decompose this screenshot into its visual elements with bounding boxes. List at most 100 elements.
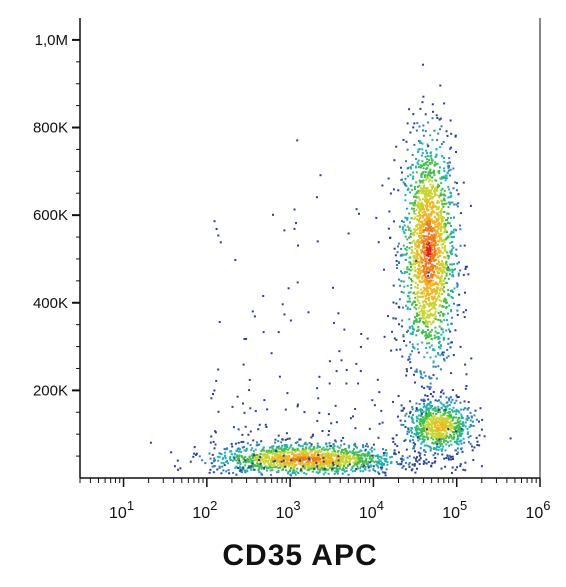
density-point [326, 451, 329, 454]
density-point [448, 454, 451, 457]
density-point [432, 253, 435, 256]
density-point [408, 327, 411, 330]
density-point [348, 463, 351, 466]
density-point [435, 232, 438, 235]
density-point [431, 187, 434, 190]
density-point [360, 460, 363, 463]
density-point [450, 471, 453, 474]
density-point [217, 459, 220, 462]
density-point [451, 245, 454, 248]
density-point [290, 450, 293, 453]
density-point [367, 466, 370, 469]
density-point [438, 236, 441, 239]
density-point [446, 269, 449, 272]
density-point [420, 192, 423, 195]
density-point [250, 449, 253, 452]
density-point [266, 408, 269, 411]
density-point [277, 454, 279, 457]
density-point [398, 225, 401, 228]
density-point [431, 264, 434, 267]
density-point [425, 178, 427, 181]
density-point [419, 107, 422, 110]
density-point [306, 466, 309, 469]
density-point [429, 285, 432, 288]
density-point [410, 284, 413, 286]
density-point [263, 468, 266, 470]
density-point [433, 461, 436, 464]
density-point [412, 274, 415, 277]
density-point [344, 458, 347, 461]
density-point [415, 208, 418, 211]
density-point [364, 448, 367, 451]
density-point [460, 413, 463, 416]
density-point [259, 462, 262, 465]
density-point [322, 468, 324, 471]
density-point [395, 145, 398, 148]
density-point [418, 148, 421, 150]
density-point [256, 460, 259, 463]
density-point [449, 168, 452, 171]
density-point [265, 426, 268, 428]
density-point [406, 122, 409, 125]
density-point [421, 211, 424, 214]
density-point [275, 448, 278, 451]
density-point [235, 465, 238, 468]
density-point [433, 274, 436, 277]
density-point [418, 207, 421, 210]
density-point [430, 308, 433, 311]
density-point [427, 336, 430, 339]
density-point [426, 158, 429, 161]
density-point [277, 463, 280, 466]
density-point [384, 474, 387, 477]
density-point [272, 457, 275, 460]
density-point [420, 237, 423, 239]
density-point [418, 463, 421, 466]
density-point [414, 443, 417, 446]
density-point [311, 435, 314, 438]
density-point [254, 456, 257, 459]
density-point [421, 314, 424, 317]
density-point [282, 452, 285, 455]
density-point [450, 296, 453, 298]
density-point [426, 198, 429, 201]
density-point [411, 427, 414, 430]
density-point [447, 196, 450, 199]
density-point [427, 237, 430, 240]
density-point [404, 193, 407, 196]
density-point [420, 204, 422, 207]
density-point [426, 192, 429, 195]
density-point [409, 361, 412, 364]
density-point [428, 259, 431, 262]
density-point [352, 453, 355, 456]
density-point [438, 428, 441, 431]
density-point [337, 312, 340, 315]
density-point [401, 272, 404, 275]
density-point [439, 146, 442, 149]
density-point [432, 205, 435, 208]
density-point [421, 313, 424, 316]
density-point [208, 471, 211, 474]
density-point [462, 422, 465, 425]
density-point [457, 274, 460, 277]
density-point [436, 297, 439, 300]
density-point [256, 462, 259, 465]
density-point [423, 438, 426, 441]
density-point [258, 467, 261, 470]
density-point [421, 160, 424, 163]
density-point [449, 191, 452, 194]
density-point [423, 272, 426, 275]
density-point [429, 287, 432, 290]
density-point [429, 163, 432, 166]
density-point [404, 468, 407, 471]
density-point [446, 162, 449, 165]
density-point [424, 263, 427, 266]
density-point [425, 242, 428, 245]
density-point [437, 417, 440, 420]
density-point [422, 398, 425, 401]
density-point [443, 102, 446, 105]
density-point [431, 321, 434, 324]
density-point [434, 254, 437, 256]
density-point [423, 280, 426, 283]
density-point [424, 218, 427, 221]
density-point [426, 420, 429, 423]
